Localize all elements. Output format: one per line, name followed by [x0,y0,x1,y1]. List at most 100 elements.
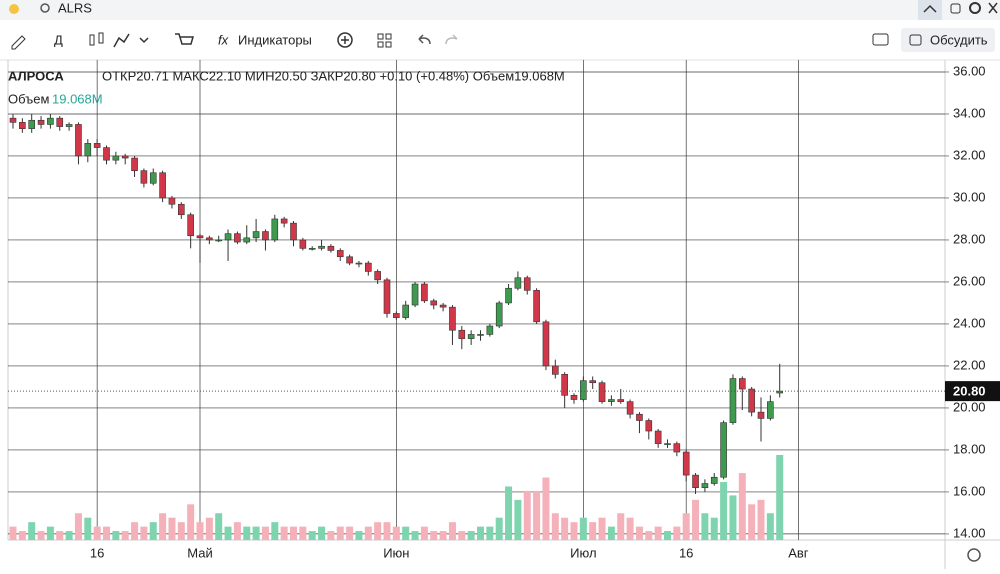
fx-icon: fx [218,32,229,47]
volume-bar [673,526,681,540]
candle-body [710,476,718,484]
add-icon[interactable] [337,32,353,48]
volume-bar [56,531,64,540]
settings-icon[interactable] [969,2,981,14]
y-tick-label: 22.00 [953,357,986,372]
candle-body [495,302,503,327]
volume-bar [65,531,73,540]
discuss-icon [909,34,922,46]
volume-bar [261,526,269,540]
volume-bar [505,486,513,540]
candle-body [720,422,727,478]
candle-body [271,218,279,241]
candle-body [262,231,269,241]
y-tick-label: 24.00 [953,315,986,330]
collapse-icon [923,4,937,13]
volume-bar [617,513,625,540]
volume-bar [748,504,756,540]
volume-bar [420,526,428,540]
discuss-button[interactable] [901,28,995,52]
volume-bar [635,526,643,540]
undo-icon[interactable] [418,34,431,45]
volume-bar [140,526,148,540]
volume-bar [327,531,335,540]
volume-bar [626,517,634,540]
x-tick-label: Май [187,545,212,560]
candle-body [75,124,82,157]
draw-icon[interactable] [11,35,26,50]
volume-bar [392,526,400,540]
layout-icon[interactable] [377,33,392,48]
candle-body [589,380,597,384]
search-icon[interactable] [40,3,50,13]
candle-body [477,334,484,336]
cart-icon[interactable] [175,33,194,45]
chart-type-icon[interactable] [113,33,130,48]
volume-legend-value: 19.068M [52,91,103,106]
volume-bar [18,531,26,540]
volume-bar [579,517,587,540]
volume-bar [458,531,466,540]
volume-bar [346,526,354,540]
volume-bar [607,526,615,540]
redo-icon[interactable] [445,34,458,45]
candle-body [243,237,251,243]
close-icon[interactable] [988,2,998,14]
snapshot-icon[interactable] [872,33,889,46]
volume-bar [720,482,728,540]
candle-body [636,413,643,421]
overlay: 20.80 [8,381,1000,402]
candle-body [393,313,400,318]
volume-bar [84,517,92,540]
candle-body [65,124,73,127]
symbol-title: АЛРОСА [8,68,64,83]
volume-bar [28,522,36,540]
candle-body [626,401,634,415]
candle-body [767,401,774,419]
candle-body [654,430,662,444]
volume-bar [336,526,344,540]
settings-button[interactable] [967,548,981,562]
candle-body [112,155,120,161]
candle-body [346,256,353,264]
candle-body [215,239,222,242]
volume-bar [542,477,550,540]
indicators-button[interactable]: Индикаторы [238,32,312,47]
volume-bar [168,517,176,540]
candle-body [252,231,260,239]
y-tick-label: 28.00 [953,231,986,246]
y-tick-label: 36.00 [953,63,986,78]
volume-bar [710,517,718,540]
volume-bar [654,526,662,540]
candle-body [140,170,148,184]
interval-button[interactable]: Д [54,32,63,47]
candle-body [664,443,671,445]
volume-bar [215,513,223,540]
candles-icon[interactable] [89,34,95,46]
candle-body [131,157,138,171]
volume-bar [290,526,297,540]
candle-body [439,304,447,308]
candle-body [505,287,512,304]
candle-body [411,283,419,306]
candle-body [84,143,92,157]
search-text[interactable]: ALRS [58,0,92,15]
volume-bar [308,531,316,540]
collapse-button[interactable] [918,0,942,20]
add-icon-plus [341,36,349,44]
candle-body [336,250,344,258]
y-tick-label: 32.00 [953,147,986,162]
last-price-tag [945,381,1000,402]
volume-bar [205,517,213,540]
candle-body [355,262,363,265]
candle-body [93,143,101,148]
volume-bar [252,526,260,540]
volume-bar [430,531,438,540]
volume-bar [533,490,541,540]
window-icon[interactable] [950,3,961,14]
dropdown-icon[interactable] [139,37,149,44]
volume-bar [729,495,737,540]
volume-bar [93,526,101,540]
ohlc-legend: ОТКР20.71 МАКС22.10 МИН20.50 ЗАКР20.80 +… [102,68,565,83]
volume-bar [149,522,157,540]
